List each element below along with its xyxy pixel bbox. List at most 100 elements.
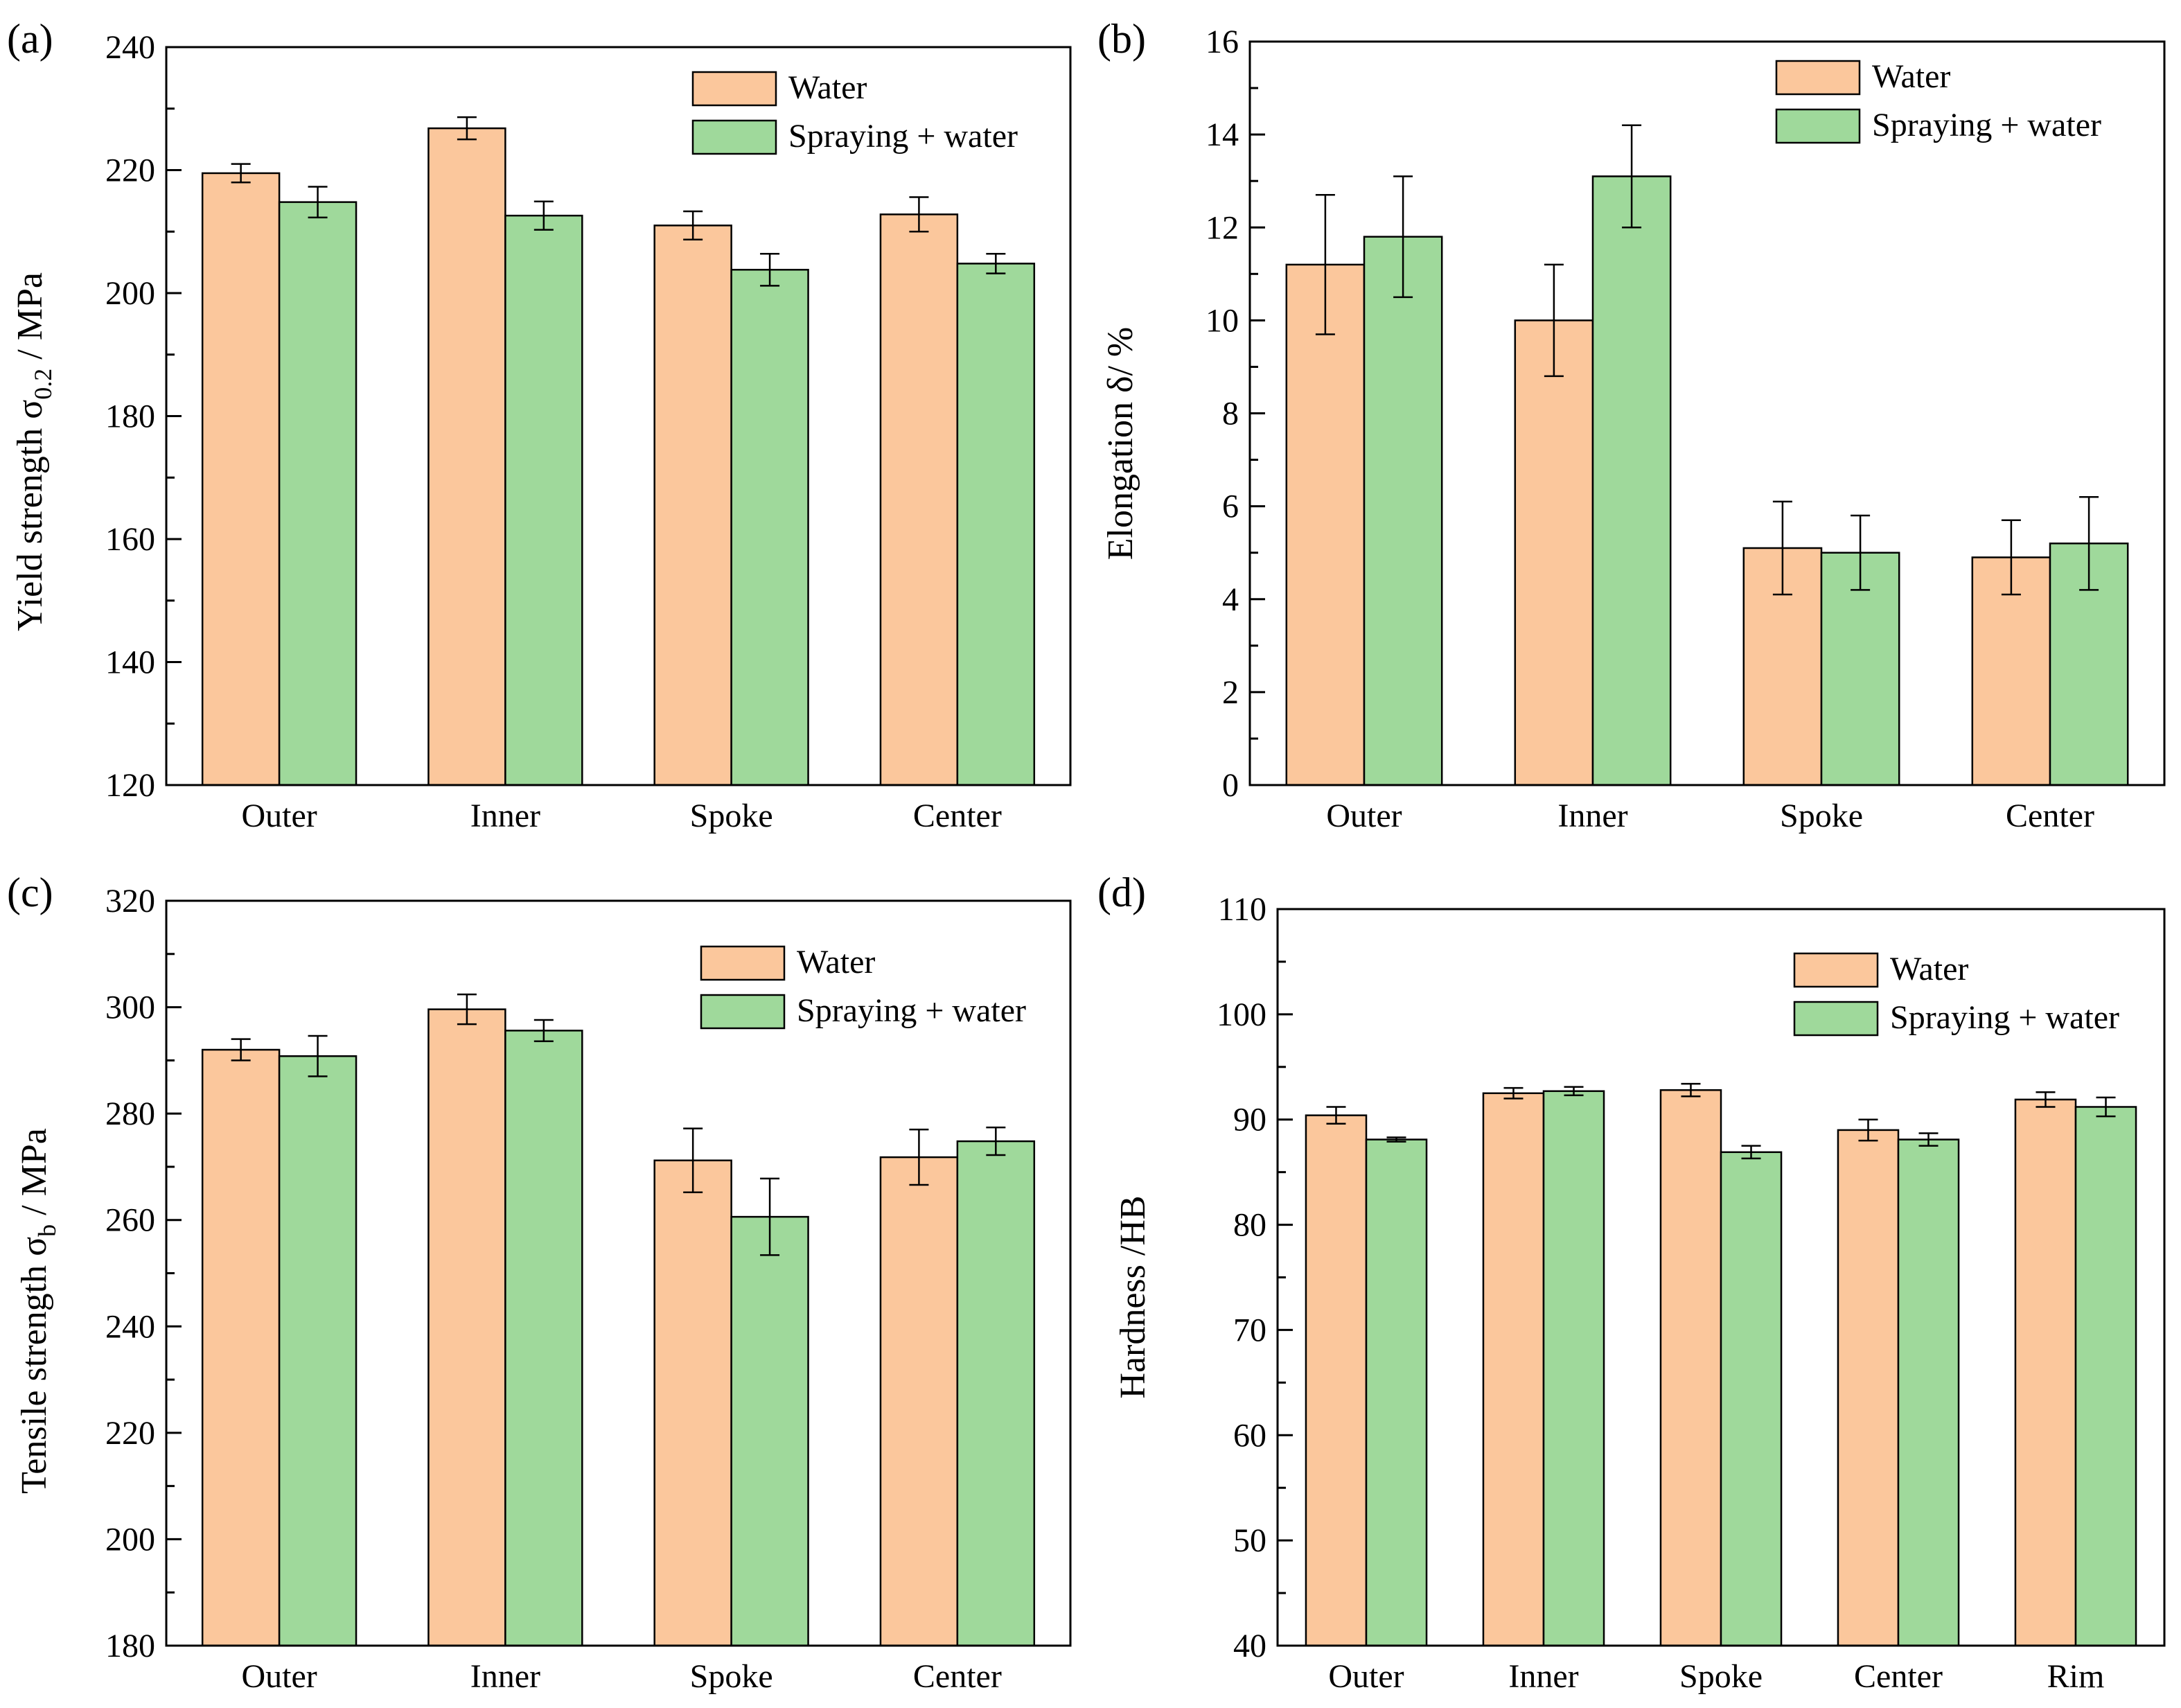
y-tick-label: 120 [105, 767, 155, 804]
error-bar [457, 993, 477, 1025]
x-tick-label: Center [1854, 1658, 1943, 1695]
error-bar [1772, 500, 1792, 596]
yield-strength-chart: (a) 120 140 160 180 200 220 240 Yield strength σ… [7, 16, 1072, 834]
y-tick-label: 240 [105, 1308, 155, 1345]
legend-label: Spraying + water [788, 118, 1018, 155]
elongation-chart: (b) 0 2 4 6 8 10 12 14 16 Elongation δ/ % Outer Inne… [1097, 16, 2166, 834]
spraying-water-bar-outer [278, 201, 357, 786]
x-tick-label: Center [2006, 798, 2094, 834]
y-tick-label: 16 [1206, 24, 1239, 60]
spraying-water-bar-center [956, 1140, 1036, 1647]
legend-label: Water [1890, 951, 1968, 987]
error-bar [1503, 1086, 1524, 1100]
y-tick-label: 220 [105, 152, 155, 189]
y-tick-label: 90 [1233, 1102, 1266, 1138]
error-bar [909, 196, 929, 233]
error-bar [2096, 1096, 2116, 1118]
legend-label: Water [797, 944, 875, 980]
error-bar [231, 1038, 251, 1062]
x-tick-label: Center [913, 798, 1002, 834]
x-tick-label: Rim [2047, 1658, 2105, 1695]
y-tick-label: 200 [105, 275, 155, 312]
spraying-water-bar-center [1897, 1138, 1960, 1647]
error-bar [986, 1126, 1006, 1156]
spraying-water-bar-outer [1363, 236, 1443, 786]
y-tick-label: 200 [105, 1521, 155, 1558]
tensile-strength-chart: (c) 180 200 220 240 260 280 300 320 Tensile stren… [7, 870, 1072, 1695]
water-bar-inner [1514, 319, 1594, 786]
y-axis-title: Yield strength σ0.2 / MPa [10, 272, 57, 631]
legend-label: Spraying + water [1872, 107, 2101, 143]
error-bar [308, 186, 328, 219]
y-tick-label: 160 [105, 521, 155, 558]
error-bar [2036, 1091, 2056, 1108]
x-tick-label: Spoke [1679, 1658, 1763, 1695]
legend-label: Water [1872, 58, 1950, 95]
y-tick-label: 140 [105, 644, 155, 681]
x-tick-label: Outer [241, 1658, 317, 1695]
error-bar [1918, 1132, 1939, 1147]
water-bar-center [879, 1156, 959, 1647]
error-bar [2001, 519, 2021, 596]
y-axis-title-main: Yield strength σ [10, 400, 50, 631]
y-axis-title-main: Hardness /HB [1113, 1195, 1153, 1398]
error-bar [1681, 1082, 1701, 1098]
y-tick-label: 70 [1233, 1312, 1266, 1348]
water-bar-center [1837, 1129, 1900, 1647]
y-tick-label: 10 [1206, 302, 1239, 339]
water-legend-swatch [1793, 952, 1879, 988]
water-bar-outer [1285, 263, 1366, 786]
y-tick-label: 320 [105, 883, 155, 919]
y-tick-label: 240 [105, 29, 155, 66]
error-bar [2079, 495, 2099, 591]
error-bar [533, 200, 554, 231]
error-bar [308, 1035, 328, 1077]
error-bar [1564, 1086, 1584, 1097]
x-tick-label: Outer [1326, 798, 1402, 834]
error-bar [1315, 194, 1335, 335]
y-axis-title: Elongation δ/ % [1101, 327, 1140, 560]
y-tick-label: 110 [1218, 891, 1266, 928]
hardness-chart: (d) 40 50 60 70 80 90 100 110 Hardness /HB Outer In… [1097, 870, 2166, 1695]
legend-label: Spraying + water [797, 992, 1026, 1029]
y-axis-title: Hardness /HB [1113, 1195, 1153, 1398]
panel-label: (c) [7, 870, 53, 915]
error-bar [1622, 124, 1642, 229]
x-tick-label: Spoke [690, 1658, 773, 1695]
spraying-water-bar-outer [1365, 1138, 1428, 1647]
error-bar [1386, 1136, 1406, 1143]
chart-panel-c: (c) 180 200 220 240 260 280 300 320 Tensile stren… [0, 854, 1090, 1707]
y-axis-title-subscript: b [33, 1224, 61, 1237]
error-bar [909, 1128, 929, 1186]
plot-frame [165, 46, 1072, 786]
y-tick-label: 180 [105, 1628, 155, 1664]
y-tick-label: 6 [1222, 488, 1239, 525]
water-bar-inner [427, 127, 506, 786]
x-tick-label: Inner [470, 1658, 540, 1695]
y-axis-title-main: Tensile strength σ [15, 1237, 54, 1494]
panel-label: (d) [1097, 870, 1146, 915]
y-tick-label: 60 [1233, 1417, 1266, 1454]
x-tick-label: Inner [1557, 798, 1627, 834]
error-bar [1741, 1145, 1761, 1160]
water-bar-outer [1305, 1114, 1368, 1647]
plot-frame [165, 899, 1072, 1647]
water-legend-swatch [691, 71, 777, 107]
y-tick-label: 180 [105, 398, 155, 435]
spraying-water-bar-spoke [1720, 1151, 1783, 1647]
y-tick-label: 12 [1206, 209, 1239, 246]
y-tick-label: 220 [105, 1415, 155, 1452]
y-axis-title-subscript: 0.2 [29, 369, 57, 400]
panel-label: (b) [1097, 16, 1146, 62]
error-bar [1858, 1118, 1878, 1142]
x-tick-label: Outer [1328, 1658, 1404, 1695]
error-bar [683, 1127, 703, 1194]
water-bar-outer [201, 172, 281, 786]
water-bar-spoke [653, 1159, 732, 1647]
water-bar-spoke [653, 224, 732, 786]
y-tick-label: 8 [1222, 396, 1239, 432]
plot-frame [1248, 40, 2166, 786]
spraying-water-bar-rim [2074, 1106, 2137, 1647]
chart-panel-d: (d) 40 50 60 70 80 90 100 110 Hardness /HB Outer In… [1090, 854, 2181, 1707]
y-tick-label: 14 [1206, 116, 1239, 153]
